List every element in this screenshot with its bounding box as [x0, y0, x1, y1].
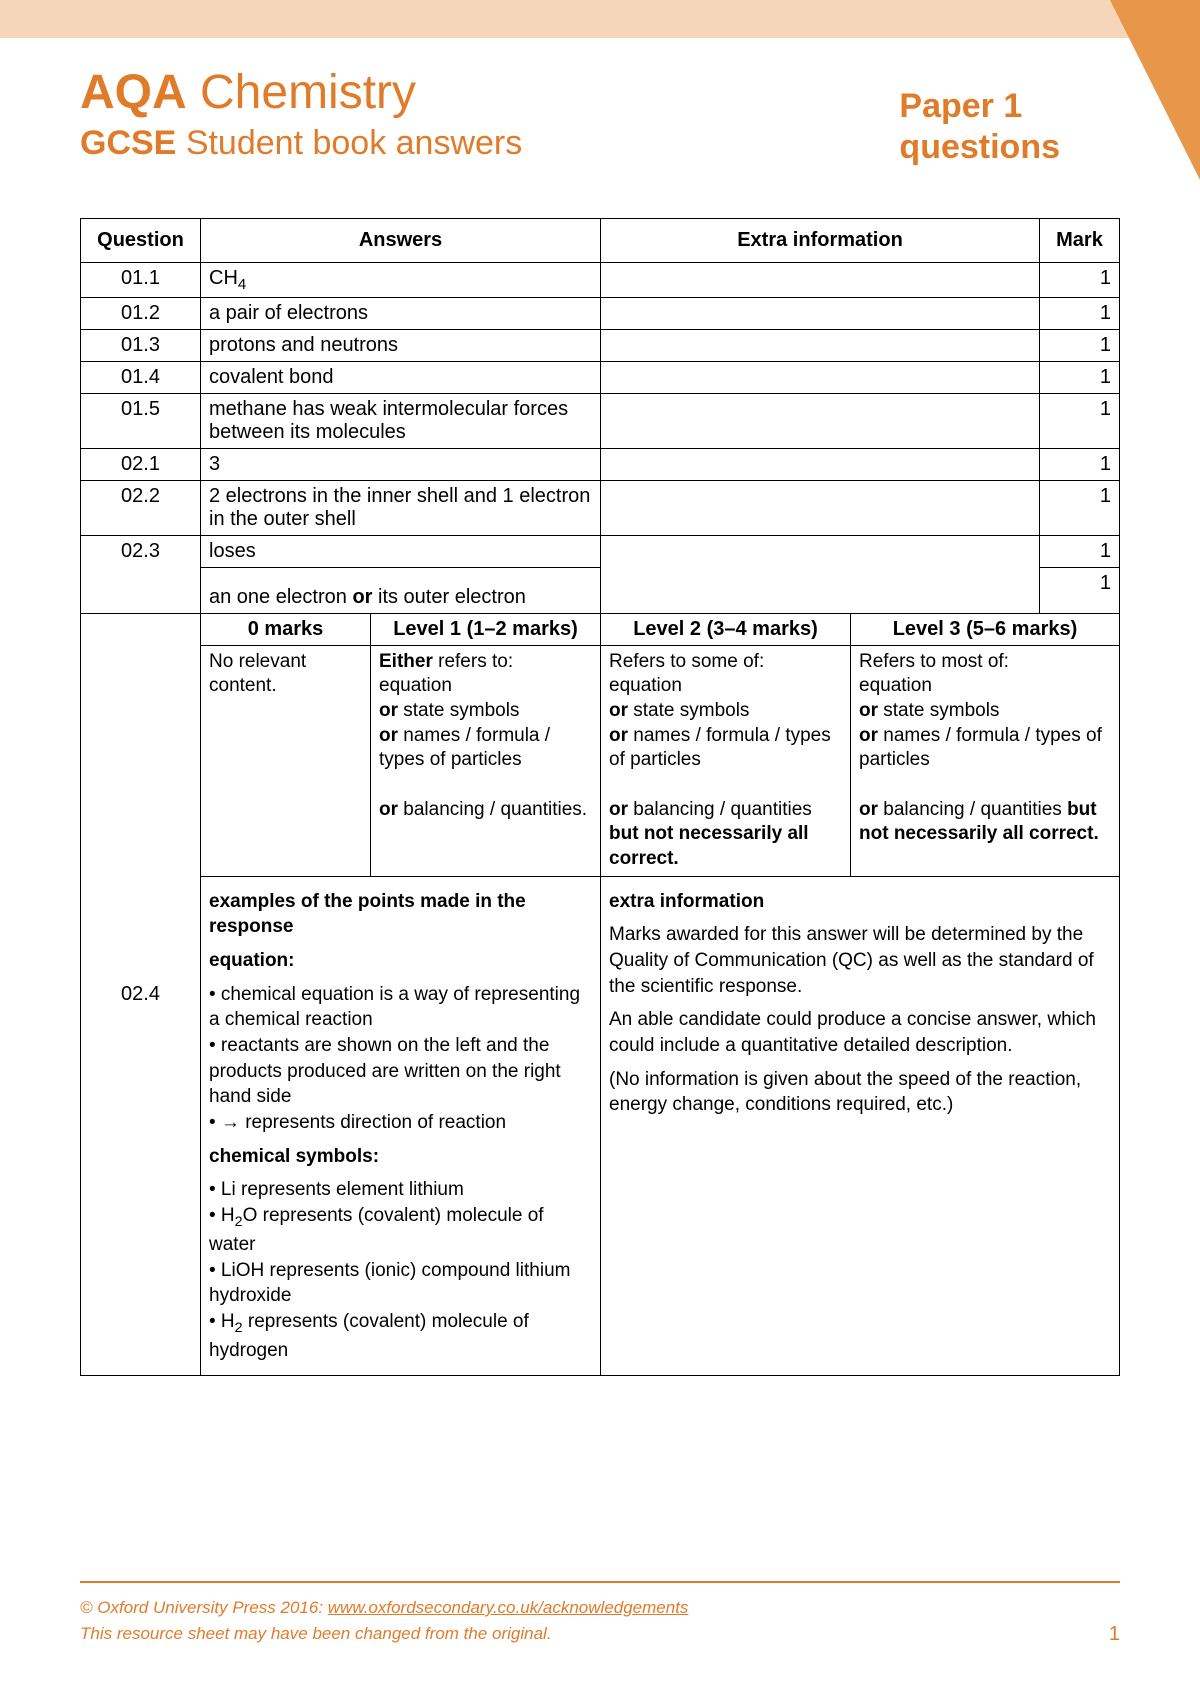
qnum: 01.4	[81, 361, 201, 393]
answer-cell: protons and neutrons	[201, 329, 601, 361]
corner-accent	[1110, 0, 1200, 180]
extra-cell	[601, 393, 1040, 448]
brand-line-1: AQA Chemistry	[80, 68, 522, 118]
footer: © Oxford University Press 2016: www.oxfo…	[80, 1581, 1120, 1646]
table-row: 02.13 1	[81, 448, 1120, 480]
level-header-row: 02.4 0 marks Level 1 (1–2 marks) Level 2…	[81, 613, 1120, 645]
extra-cell	[601, 480, 1040, 535]
examples-row: examples of the points made in the respo…	[81, 876, 1120, 1376]
table-row: 01.5methane has weak intermolecular forc…	[81, 393, 1120, 448]
paper-line-1: Paper 1	[899, 86, 1060, 127]
footer-disclaimer: This resource sheet may have been change…	[80, 1621, 688, 1647]
th-mark: Mark	[1040, 218, 1120, 262]
answer-cell: 3	[201, 448, 601, 480]
level-0-head: 0 marks	[201, 613, 371, 645]
qnum: 02.4	[81, 613, 201, 1376]
mark-cell: 1	[1040, 393, 1120, 448]
table-row: 02.22 electrons in the inner shell and 1…	[81, 480, 1120, 535]
qnum: 01.2	[81, 297, 201, 329]
qnum: 01.1	[81, 262, 201, 297]
answer-cell: a pair of electrons	[201, 297, 601, 329]
acknowledgements-link[interactable]: www.oxfordsecondary.co.uk/acknowledgemen…	[328, 1598, 689, 1617]
th-extra: Extra information	[601, 218, 1040, 262]
extra-cell	[601, 297, 1040, 329]
header-right: Paper 1 questions	[899, 86, 1060, 168]
answer-cell: loses	[201, 535, 601, 567]
footer-text: © Oxford University Press 2016: www.oxfo…	[80, 1595, 688, 1646]
answer-cell: CH4	[201, 262, 601, 297]
header-left: AQA Chemistry GCSE Student book answers	[80, 68, 522, 163]
table-row: 01.4covalent bond 1	[81, 361, 1120, 393]
subtitle: Student book answers	[186, 124, 522, 162]
mark-cell: 1	[1040, 567, 1120, 613]
level-2-body: Refers to some of:equationor state symbo…	[601, 645, 851, 876]
top-bar	[0, 0, 1200, 38]
table-row: 01.2a pair of electrons 1	[81, 297, 1120, 329]
paper-line-2: questions	[899, 127, 1060, 168]
extra-info-cell: extra informationMarks awarded for this …	[601, 876, 1120, 1376]
extra-cell	[601, 262, 1040, 297]
mark-cell: 1	[1040, 480, 1120, 535]
mark-cell: 1	[1040, 297, 1120, 329]
mark-cell: 1	[1040, 448, 1120, 480]
brand-name: AQA	[80, 66, 187, 119]
page: AQA Chemistry GCSE Student book answers …	[0, 0, 1200, 1696]
brand-subject: Chemistry	[200, 66, 416, 119]
extra-cell	[601, 448, 1040, 480]
qnum: 02.1	[81, 448, 201, 480]
brand-line-2: GCSE Student book answers	[80, 124, 522, 163]
level-3-head: Level 3 (5–6 marks)	[851, 613, 1120, 645]
table-row: 02.3 loses 1	[81, 535, 1120, 567]
level-0-body: No relevant content.	[201, 645, 371, 876]
level-1-head: Level 1 (1–2 marks)	[371, 613, 601, 645]
level-3-body: Refers to most of:equationor state symbo…	[851, 645, 1120, 876]
header: AQA Chemistry GCSE Student book answers …	[0, 38, 1200, 178]
mark-cell: 1	[1040, 262, 1120, 297]
answer-cell: methane has weak intermolecular forces b…	[201, 393, 601, 448]
qnum: 02.2	[81, 480, 201, 535]
level-1-body: Either refers to:equationor state symbol…	[371, 645, 601, 876]
answer-cell: covalent bond	[201, 361, 601, 393]
answer-cell: an one electron or its outer electron	[201, 567, 601, 613]
qnum: 01.5	[81, 393, 201, 448]
examples-cell: examples of the points made in the respo…	[201, 876, 601, 1376]
table-row: 01.3protons and neutrons 1	[81, 329, 1120, 361]
extra-cell	[601, 535, 1040, 613]
level-2-head: Level 2 (3–4 marks)	[601, 613, 851, 645]
th-answers: Answers	[201, 218, 601, 262]
extra-cell	[601, 361, 1040, 393]
mark-cell: 1	[1040, 535, 1120, 567]
extra-cell	[601, 329, 1040, 361]
table-header-row: Question Answers Extra information Mark	[81, 218, 1120, 262]
table-row: 01.1CH4 1	[81, 262, 1120, 297]
qnum: 01.3	[81, 329, 201, 361]
answers-table: Question Answers Extra information Mark …	[80, 218, 1120, 1377]
level-body-row: No relevant content. Either refers to:eq…	[81, 645, 1120, 876]
answer-cell: 2 electrons in the inner shell and 1 ele…	[201, 480, 601, 535]
content: Question Answers Extra information Mark …	[0, 178, 1200, 1397]
qualification: GCSE	[80, 124, 176, 162]
copyright-prefix: © Oxford University Press 2016:	[80, 1598, 328, 1617]
mark-cell: 1	[1040, 361, 1120, 393]
qnum: 02.3	[81, 535, 201, 613]
page-number: 1	[1109, 1623, 1120, 1646]
th-question: Question	[81, 218, 201, 262]
mark-cell: 1	[1040, 329, 1120, 361]
